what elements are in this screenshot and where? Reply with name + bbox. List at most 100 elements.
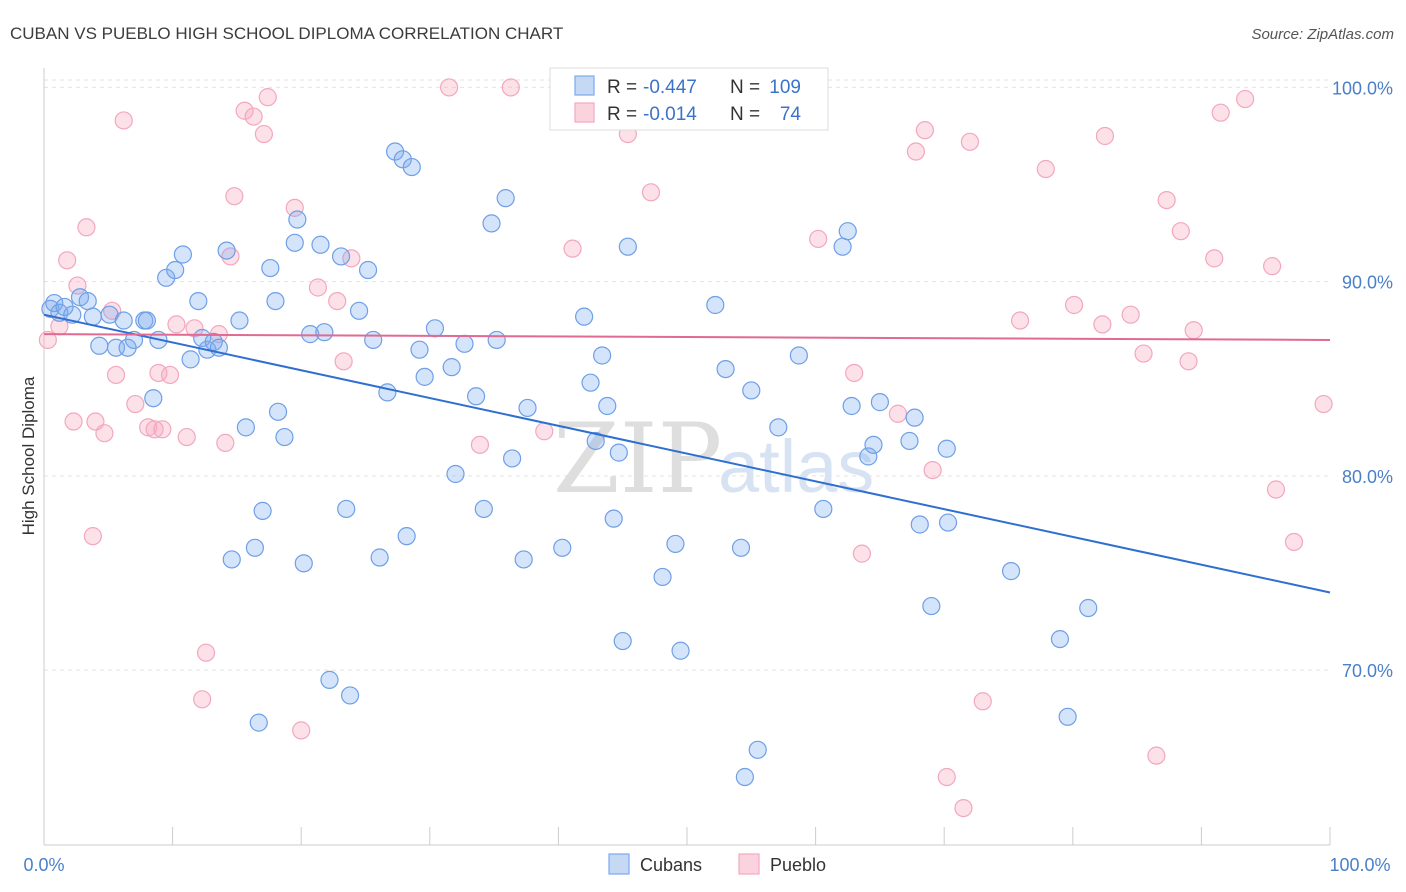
pueblo-point — [308, 278, 328, 297]
cubans-point — [137, 311, 156, 330]
cubans-point — [45, 293, 64, 313]
pueblo-point — [106, 365, 126, 385]
pueblo-point — [1179, 352, 1198, 371]
cubans-point — [358, 260, 378, 280]
cubans-point — [937, 439, 956, 458]
cubans-trend-line — [43, 313, 1331, 594]
legend-cubans-label: Cubans — [640, 855, 702, 875]
pueblo-point — [185, 319, 204, 338]
pueblo-point — [95, 424, 114, 443]
pueblo-point — [470, 435, 490, 454]
pueblo-point — [145, 420, 164, 439]
pueblo-point — [888, 404, 908, 423]
y-tick-label-100: 100.0% — [1332, 78, 1393, 98]
pueblo-point — [1010, 311, 1030, 330]
cubans-n-label: N = — [730, 77, 760, 98]
cubans-point — [769, 418, 788, 437]
pueblo-point — [1064, 295, 1084, 315]
pueblo-point — [439, 78, 459, 97]
pueblo-n-value: 74 — [780, 104, 802, 125]
stats-legend: R = -0.447 N = 109 R = -0.014 N = 74 — [549, 67, 829, 131]
cubans-point — [706, 295, 725, 315]
pueblo-point — [149, 363, 168, 383]
cubans-point — [518, 398, 537, 418]
cubans-swatch — [574, 75, 595, 96]
cubans-r-label: R = — [607, 77, 637, 98]
cubans-point — [514, 550, 533, 569]
cubans-point — [285, 233, 304, 252]
cubans-n-value: 109 — [769, 77, 801, 98]
pueblo-point — [68, 276, 87, 295]
pueblo-point — [1284, 532, 1304, 552]
cubans-r-value: -0.447 — [643, 77, 697, 98]
x-tick-label-min: 0.0% — [23, 855, 64, 875]
pueblo-n-label: N = — [730, 104, 760, 125]
cubans-point — [482, 214, 501, 233]
cubans-point — [294, 554, 313, 573]
legend-cubans-swatch — [608, 853, 630, 875]
cubans-point — [236, 418, 256, 437]
pueblo-series — [38, 78, 1333, 818]
pueblo-point — [1121, 305, 1140, 324]
cubans-point — [593, 346, 612, 365]
pueblo-swatch — [574, 102, 595, 123]
y-tick-labels: 70.0% 80.0% 90.0% 100.0% — [1332, 78, 1393, 681]
cubans-point — [503, 449, 522, 468]
cubans-point — [859, 447, 878, 466]
pueblo-point — [285, 198, 304, 217]
x-tick-label-max: 100.0% — [1329, 855, 1390, 875]
cubans-point — [189, 292, 208, 311]
cubans-point — [870, 393, 890, 412]
pueblo-point — [254, 124, 274, 144]
pueblo-point — [77, 218, 96, 237]
pueblo-point — [160, 365, 180, 385]
pueblo-point — [83, 527, 102, 546]
watermark-zip: ZIP — [553, 403, 722, 515]
cubans-point — [253, 501, 272, 520]
cubans-point — [789, 346, 808, 365]
cubans-point — [288, 210, 307, 229]
cubans-point — [261, 258, 280, 278]
pueblo-point — [915, 121, 935, 140]
cubans-point — [415, 367, 434, 386]
y-axis-label: High School Diploma — [19, 376, 38, 535]
cubans-point — [425, 319, 445, 338]
cubans-point — [716, 359, 735, 379]
y-tick-label-70: 70.0% — [1342, 661, 1393, 681]
pueblo-point — [960, 132, 980, 151]
cubans-point — [378, 383, 397, 402]
cubans-point — [842, 396, 861, 416]
cubans-point — [742, 381, 761, 400]
cubans-point — [609, 443, 628, 462]
pueblo-point — [906, 142, 926, 161]
series-legend: Cubans Pueblo — [608, 853, 826, 875]
stats-legend-box — [549, 67, 829, 131]
pueblo-point — [292, 721, 311, 740]
cubans-point — [900, 431, 919, 451]
cubans-point — [1058, 707, 1077, 726]
cubans-point — [575, 307, 594, 326]
pueblo-point — [225, 187, 244, 206]
cubans-point — [268, 402, 288, 421]
pueblo-point — [334, 352, 353, 371]
cubans-point — [731, 538, 751, 557]
cubans-point — [331, 247, 351, 266]
pueblo-r-value: -0.014 — [643, 104, 697, 125]
cubans-point — [442, 358, 461, 377]
cubans-point — [385, 142, 405, 161]
pueblo-point — [641, 183, 661, 202]
pueblo-point — [1314, 394, 1333, 414]
cubans-point — [173, 245, 192, 264]
cubans-point — [613, 631, 632, 651]
cubans-point — [496, 189, 515, 208]
cubans-point — [598, 396, 617, 416]
pueblo-point — [1266, 480, 1286, 499]
cubans-point — [833, 237, 852, 256]
cubans-point — [474, 499, 493, 519]
chart-title: CUBAN VS PUEBLO HIGH SCHOOL DIPLOMA CORR… — [10, 24, 563, 43]
legend-pueblo-swatch — [738, 853, 760, 875]
cubans-point — [402, 157, 421, 177]
cubans-point — [114, 311, 133, 330]
cubans-point — [275, 427, 294, 447]
